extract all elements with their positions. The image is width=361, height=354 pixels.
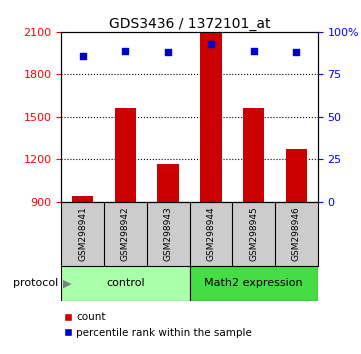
Legend: count, percentile rank within the sample: count, percentile rank within the sample xyxy=(59,308,256,342)
Point xyxy=(165,50,171,55)
Text: GSM298946: GSM298946 xyxy=(292,206,301,261)
Text: GSM298943: GSM298943 xyxy=(164,206,173,261)
Bar xyxy=(61,266,190,301)
Point xyxy=(80,53,86,58)
Bar xyxy=(72,196,93,202)
Text: GSM298944: GSM298944 xyxy=(206,206,216,261)
Bar xyxy=(243,108,264,202)
Bar xyxy=(157,164,179,202)
Bar xyxy=(286,149,307,202)
Point xyxy=(251,48,256,53)
Bar xyxy=(200,33,222,202)
Title: GDS3436 / 1372101_at: GDS3436 / 1372101_at xyxy=(109,17,270,31)
Text: ▶: ▶ xyxy=(63,278,72,288)
Text: Math2 expression: Math2 expression xyxy=(204,278,303,288)
Text: GSM298941: GSM298941 xyxy=(78,206,87,261)
Bar xyxy=(190,266,318,301)
Point xyxy=(123,48,129,53)
Text: GSM298942: GSM298942 xyxy=(121,206,130,261)
Text: control: control xyxy=(106,278,145,288)
Text: GSM298945: GSM298945 xyxy=(249,206,258,261)
Text: protocol: protocol xyxy=(13,278,58,288)
Bar xyxy=(115,108,136,202)
Point xyxy=(293,50,299,55)
Point xyxy=(208,41,214,47)
